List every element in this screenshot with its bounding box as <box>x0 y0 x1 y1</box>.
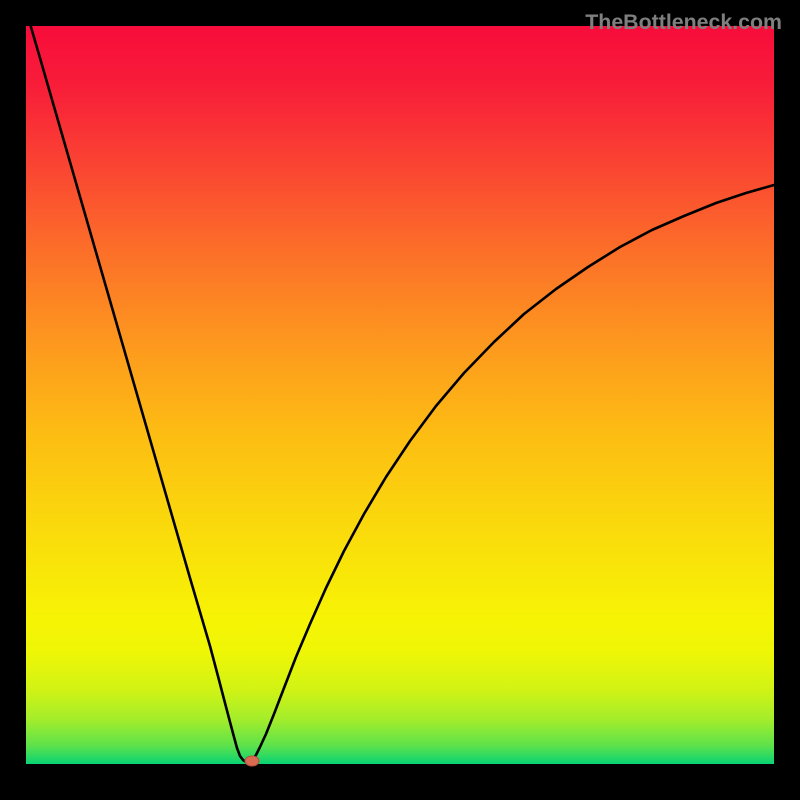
watermark-label: TheBottleneck.com <box>585 10 782 35</box>
minimum-marker <box>245 756 259 766</box>
chart-svg <box>0 0 800 800</box>
bottleneck-chart: TheBottleneck.com <box>0 0 800 800</box>
